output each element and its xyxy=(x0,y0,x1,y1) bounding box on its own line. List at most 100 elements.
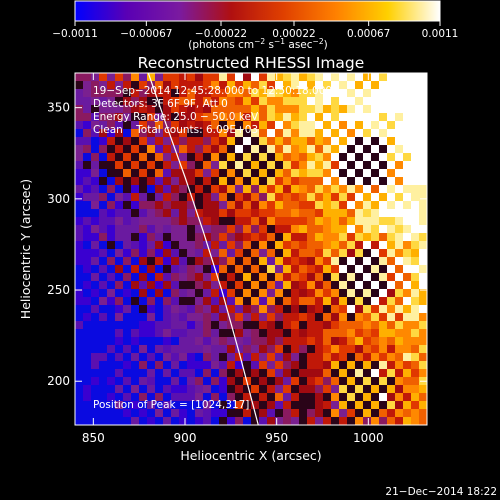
heatmap-cell xyxy=(123,129,132,138)
heatmap-cell xyxy=(363,265,372,274)
heatmap-cell xyxy=(387,353,396,362)
heatmap-cell xyxy=(339,113,348,122)
heatmap-cell xyxy=(211,385,220,394)
heatmap-cell xyxy=(107,241,116,250)
heatmap-cell xyxy=(363,321,372,330)
heatmap-cell xyxy=(179,313,188,322)
heatmap-cell xyxy=(155,217,164,226)
heatmap-cell xyxy=(411,249,420,258)
heatmap-cell xyxy=(91,201,100,210)
heatmap-cell xyxy=(107,145,116,154)
heatmap-cell xyxy=(139,81,148,90)
heatmap-cell xyxy=(91,153,100,162)
heatmap-cell xyxy=(139,265,148,274)
heatmap-cell xyxy=(283,385,292,394)
heatmap-cell xyxy=(107,121,116,130)
heatmap-cell xyxy=(251,249,260,258)
heatmap-cell xyxy=(187,377,196,386)
heatmap-cell xyxy=(115,161,124,170)
heatmap-cell xyxy=(211,289,220,298)
heatmap-cell xyxy=(115,313,124,322)
heatmap-cell xyxy=(195,329,204,338)
heatmap-cell xyxy=(403,273,412,282)
heatmap-cell xyxy=(171,369,180,378)
heatmap-cell xyxy=(163,353,172,362)
heatmap-cell xyxy=(339,81,348,90)
heatmap-cell xyxy=(115,121,124,130)
heatmap-cell xyxy=(155,369,164,378)
heatmap-cell xyxy=(163,145,172,154)
heatmap-cell xyxy=(235,257,244,266)
heatmap-cell xyxy=(315,409,324,418)
heatmap-cell xyxy=(323,121,332,130)
heatmap-cell xyxy=(107,129,116,138)
heatmap-cell xyxy=(195,281,204,290)
heatmap-cell xyxy=(299,185,308,194)
heatmap-cell xyxy=(163,241,172,250)
heatmap-cell xyxy=(99,345,108,354)
heatmap-cell xyxy=(203,417,212,425)
heatmap-cell xyxy=(123,153,132,162)
heatmap-cell xyxy=(299,105,308,114)
heatmap-cell xyxy=(187,257,196,266)
heatmap-cell xyxy=(195,249,204,258)
heatmap-cell xyxy=(379,217,388,226)
heatmap-cell xyxy=(83,265,92,274)
heatmap-cell xyxy=(91,241,100,250)
heatmap-cell xyxy=(259,185,268,194)
heatmap-cell xyxy=(75,129,84,138)
heatmap-cell xyxy=(235,329,244,338)
heatmap-cell xyxy=(131,401,140,410)
heatmap-cell xyxy=(379,225,388,234)
heatmap-cell xyxy=(411,97,420,106)
heatmap-cell xyxy=(123,217,132,226)
heatmap-cell xyxy=(211,273,220,282)
heatmap-cell xyxy=(315,329,324,338)
heatmap-cell xyxy=(147,105,156,114)
heatmap-cell xyxy=(411,377,420,386)
heatmap-cell xyxy=(163,369,172,378)
heatmap-cell xyxy=(267,417,276,425)
heatmap-cell xyxy=(267,241,276,250)
heatmap-cell xyxy=(179,417,188,425)
heatmap-cell xyxy=(243,337,252,346)
heatmap-cell xyxy=(419,161,427,170)
heatmap-cell xyxy=(363,161,372,170)
heatmap-cell xyxy=(99,121,108,130)
heatmap-cell xyxy=(123,97,132,106)
heatmap-cell xyxy=(171,361,180,370)
heatmap-cell xyxy=(307,377,316,386)
heatmap-cell xyxy=(195,409,204,418)
heatmap-cell xyxy=(371,81,380,90)
heatmap-cell xyxy=(179,393,188,402)
heatmap-cell xyxy=(307,209,316,218)
heatmap-cell xyxy=(227,73,236,82)
heatmap-cell xyxy=(403,369,412,378)
heatmap-cell xyxy=(267,265,276,274)
heatmap-cell xyxy=(419,305,427,314)
heatmap-cell xyxy=(251,169,260,178)
heatmap-cell xyxy=(331,185,340,194)
heatmap-cell xyxy=(139,313,148,322)
heatmap-cell xyxy=(307,345,316,354)
heatmap-cell xyxy=(403,121,412,130)
heatmap-cell xyxy=(235,417,244,425)
heatmap-cell xyxy=(243,273,252,282)
heatmap-cell xyxy=(315,193,324,202)
heatmap-cell xyxy=(307,257,316,266)
heatmap-cell xyxy=(211,81,220,90)
heatmap-cell xyxy=(315,73,324,82)
heatmap-cell xyxy=(307,265,316,274)
heatmap-cell xyxy=(291,161,300,170)
heatmap-cell xyxy=(155,385,164,394)
heatmap-cell xyxy=(83,289,92,298)
heatmap-cell xyxy=(211,233,220,242)
heatmap-cell xyxy=(291,201,300,210)
heatmap-cell xyxy=(171,201,180,210)
heatmap-cell xyxy=(235,177,244,186)
heatmap-cell xyxy=(75,209,84,218)
heatmap-cell xyxy=(91,129,100,138)
heatmap-cell xyxy=(195,105,204,114)
heatmap-cell xyxy=(411,289,420,298)
heatmap-cell xyxy=(155,249,164,258)
